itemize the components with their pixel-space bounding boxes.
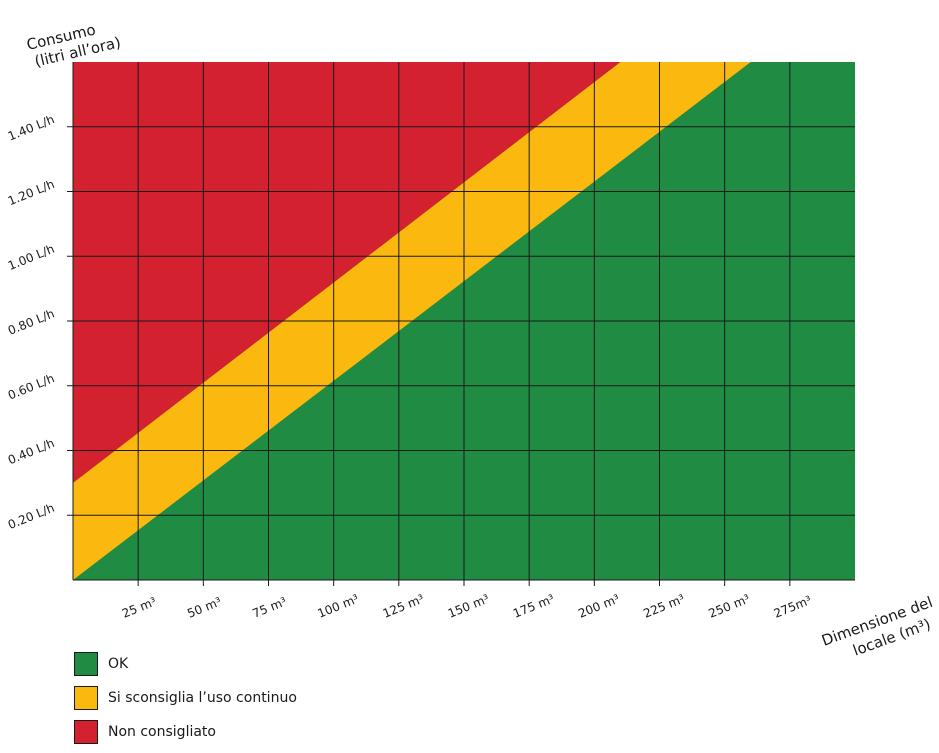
legend-label-caution: Si sconsiglia l’uso continuo (108, 690, 297, 706)
y-tick-label: 0.60 L/h (6, 371, 57, 402)
legend-item-caution: Si sconsiglia l’uso continuo (74, 685, 297, 711)
x-axis-title: Dimensione del locale (m³) (819, 591, 939, 668)
chart-grid (67, 62, 855, 586)
y-tick-label: 1.40 L/h (6, 112, 57, 143)
legend-item-not-recommended: Non consigliato (74, 719, 297, 745)
x-tick-label: 275m³ (772, 593, 814, 621)
x-tick-label: 125 m³ (381, 592, 426, 621)
legend-label-not-recommended: Non consigliato (108, 724, 216, 740)
legend-swatch-caution (74, 686, 98, 710)
legend-label-ok: OK (108, 656, 129, 672)
x-tick-label: 175 m³ (511, 592, 556, 621)
legend-swatch-ok (74, 652, 98, 676)
y-tick-label: 0.20 L/h (6, 501, 57, 532)
legend: OK Si sconsiglia l’uso continuo Non cons… (74, 651, 297, 753)
x-tick-label: 225 m³ (641, 592, 686, 621)
x-tick-label: 100 m³ (316, 592, 361, 621)
y-tick-label: 1.20 L/h (6, 177, 57, 208)
y-tick-label: 1.00 L/h (6, 242, 57, 273)
legend-swatch-not-recommended (74, 720, 98, 744)
x-tick-label: 200 m³ (576, 592, 621, 621)
x-tick-label: 150 m³ (446, 592, 491, 621)
x-tick-label: 25 m³ (120, 594, 158, 620)
y-tick-label: 0.40 L/h (6, 436, 57, 467)
x-tick-label: 250 m³ (707, 592, 752, 621)
y-tick-label: 0.80 L/h (6, 306, 57, 337)
legend-item-ok: OK (74, 651, 297, 677)
x-tick-label: 75 m³ (250, 594, 288, 620)
x-tick-label: 50 m³ (185, 594, 223, 620)
region-not-recommended (73, 62, 621, 483)
